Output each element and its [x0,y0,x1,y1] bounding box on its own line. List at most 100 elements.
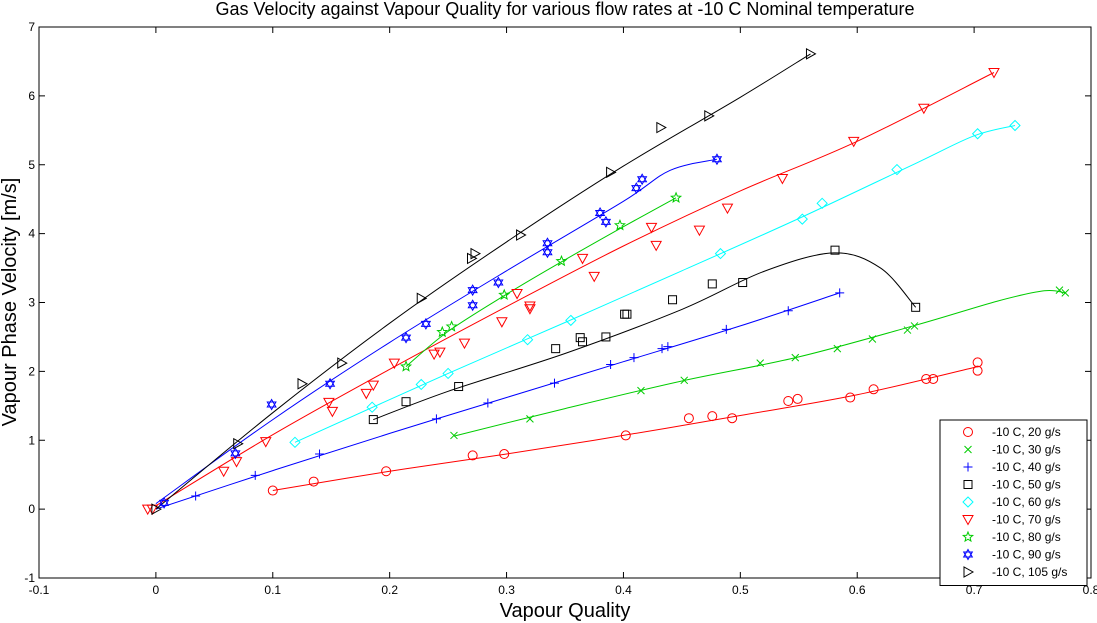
x-tick-label: 0.1 [264,583,281,597]
data-point-series-0 [972,357,983,368]
data-point-series-4 [816,197,828,210]
data-point-series-0 [308,476,319,487]
data-point-series-1 [903,326,912,334]
data-point-series-3 [668,295,678,305]
data-point-series-6 [498,288,511,301]
legend-label: -10 C, 105 g/s [992,565,1067,579]
data-point-series-7 [324,377,336,390]
data-point-series-3 [454,382,464,392]
data-point-series-7 [467,284,478,297]
data-point-series-5 [650,240,663,252]
fit-line-series-1 [453,289,1066,437]
data-points [141,48,1070,516]
data-point-series-1 [680,376,689,385]
fit-line-series-8 [155,53,811,510]
data-point-series-7 [400,331,412,344]
data-point-series-0 [707,411,718,422]
data-point-series-8 [151,503,162,515]
chart-title: Gas Velocity against Vapour Quality for … [216,0,915,19]
data-point-series-5 [524,304,536,315]
y-tick-label: 0 [28,502,35,516]
data-point-series-7 [542,237,553,250]
data-point-series-1 [1061,289,1070,297]
fit-line-series-2 [155,292,840,510]
legend-label: -10 C, 40 g/s [992,460,1061,474]
data-point-series-4 [521,333,534,346]
data-point-series-5 [776,174,789,185]
data-point-series-4 [415,378,427,391]
data-point-series-6 [445,320,458,332]
plot-area [38,26,1092,579]
data-point-series-0 [467,450,478,461]
data-point-series-2 [431,414,441,424]
data-point-series-3 [738,278,748,288]
data-point-series-8 [704,109,715,122]
fit-line-series-6 [405,197,677,367]
data-point-series-4 [366,401,378,413]
data-point-series-7 [542,246,553,259]
x-tick-label: 0.3 [498,583,515,597]
data-point-series-4 [891,163,903,176]
data-point-series-2 [250,470,260,480]
data-point-series-4 [714,247,727,260]
data-point-series-1 [1055,286,1064,294]
data-point-series-6 [670,191,683,203]
data-point-series-7 [631,182,642,195]
y-tick-label: 4 [28,227,35,241]
legend-label: -10 C, 60 g/s [992,495,1061,509]
legend-label: -10 C, 30 g/s [992,443,1061,457]
y-tick-label: 6 [28,89,35,103]
legend-label: -10 C, 20 g/s [992,425,1061,439]
data-point-series-4 [442,367,454,380]
data-point-series-8 [233,437,244,450]
data-point-series-5 [693,225,706,237]
data-point-series-6 [400,360,413,372]
y-tick-label: 3 [28,296,35,310]
data-point-series-5 [847,136,860,148]
data-point-series-0 [620,430,631,441]
data-point-series-2 [606,359,616,369]
data-point-series-7 [230,447,241,460]
legend-label: -10 C, 50 g/s [992,478,1061,492]
axes: -0.1 0 0.1 0.2 0.3 0.4 0.5 0.6 0.7 0.8 -1 0 1 2 3 4 5 6 7 [24,20,1097,597]
data-point-series-0 [683,413,694,424]
data-point-series-3 [551,344,561,354]
x-tick-label: -0.1 [29,583,50,597]
y-axis-label: Vapour Phase Velocity [m/s] [0,178,21,427]
data-point-series-7 [158,496,170,509]
legend-marker [963,480,973,489]
data-point-series-5 [645,222,658,234]
data-point-series-5 [230,457,243,468]
data-point-series-0 [727,413,738,424]
data-point-series-1 [791,353,800,362]
fit-line-series-0 [272,366,978,491]
legend-marker [961,530,975,543]
y-tick-label: 5 [28,158,35,172]
data-point-series-3 [601,332,611,342]
data-point-series-1 [868,335,877,343]
data-point-series-2 [549,378,559,388]
legend-marker [963,566,975,578]
legend: -10 C, 20 g/s -10 C, 30 g/s -10 C, 40 g/s -… [939,419,1088,586]
legend-marker [962,548,974,561]
data-point-series-5 [259,437,272,448]
data-point-series-7 [420,317,432,330]
data-point-series-7 [594,206,606,219]
x-tick-label: 0 [153,583,160,597]
data-point-series-4 [289,436,301,449]
data-point-series-2 [721,324,731,334]
legend-marker [962,515,974,526]
data-point-series-5 [326,406,339,418]
data-point-series-8 [470,247,482,260]
data-point-series-0 [267,485,278,496]
data-point-series-8 [606,166,617,179]
x-tick-label: 0.5 [732,583,749,597]
data-point-series-4 [971,128,984,140]
fit-line-series-7 [155,158,718,505]
data-point-series-0 [499,449,510,460]
legend-marker [964,445,972,454]
y-tick-label: 1 [28,433,35,447]
data-point-series-5 [217,466,230,478]
x-tick-label: 0.8 [1083,583,1097,597]
